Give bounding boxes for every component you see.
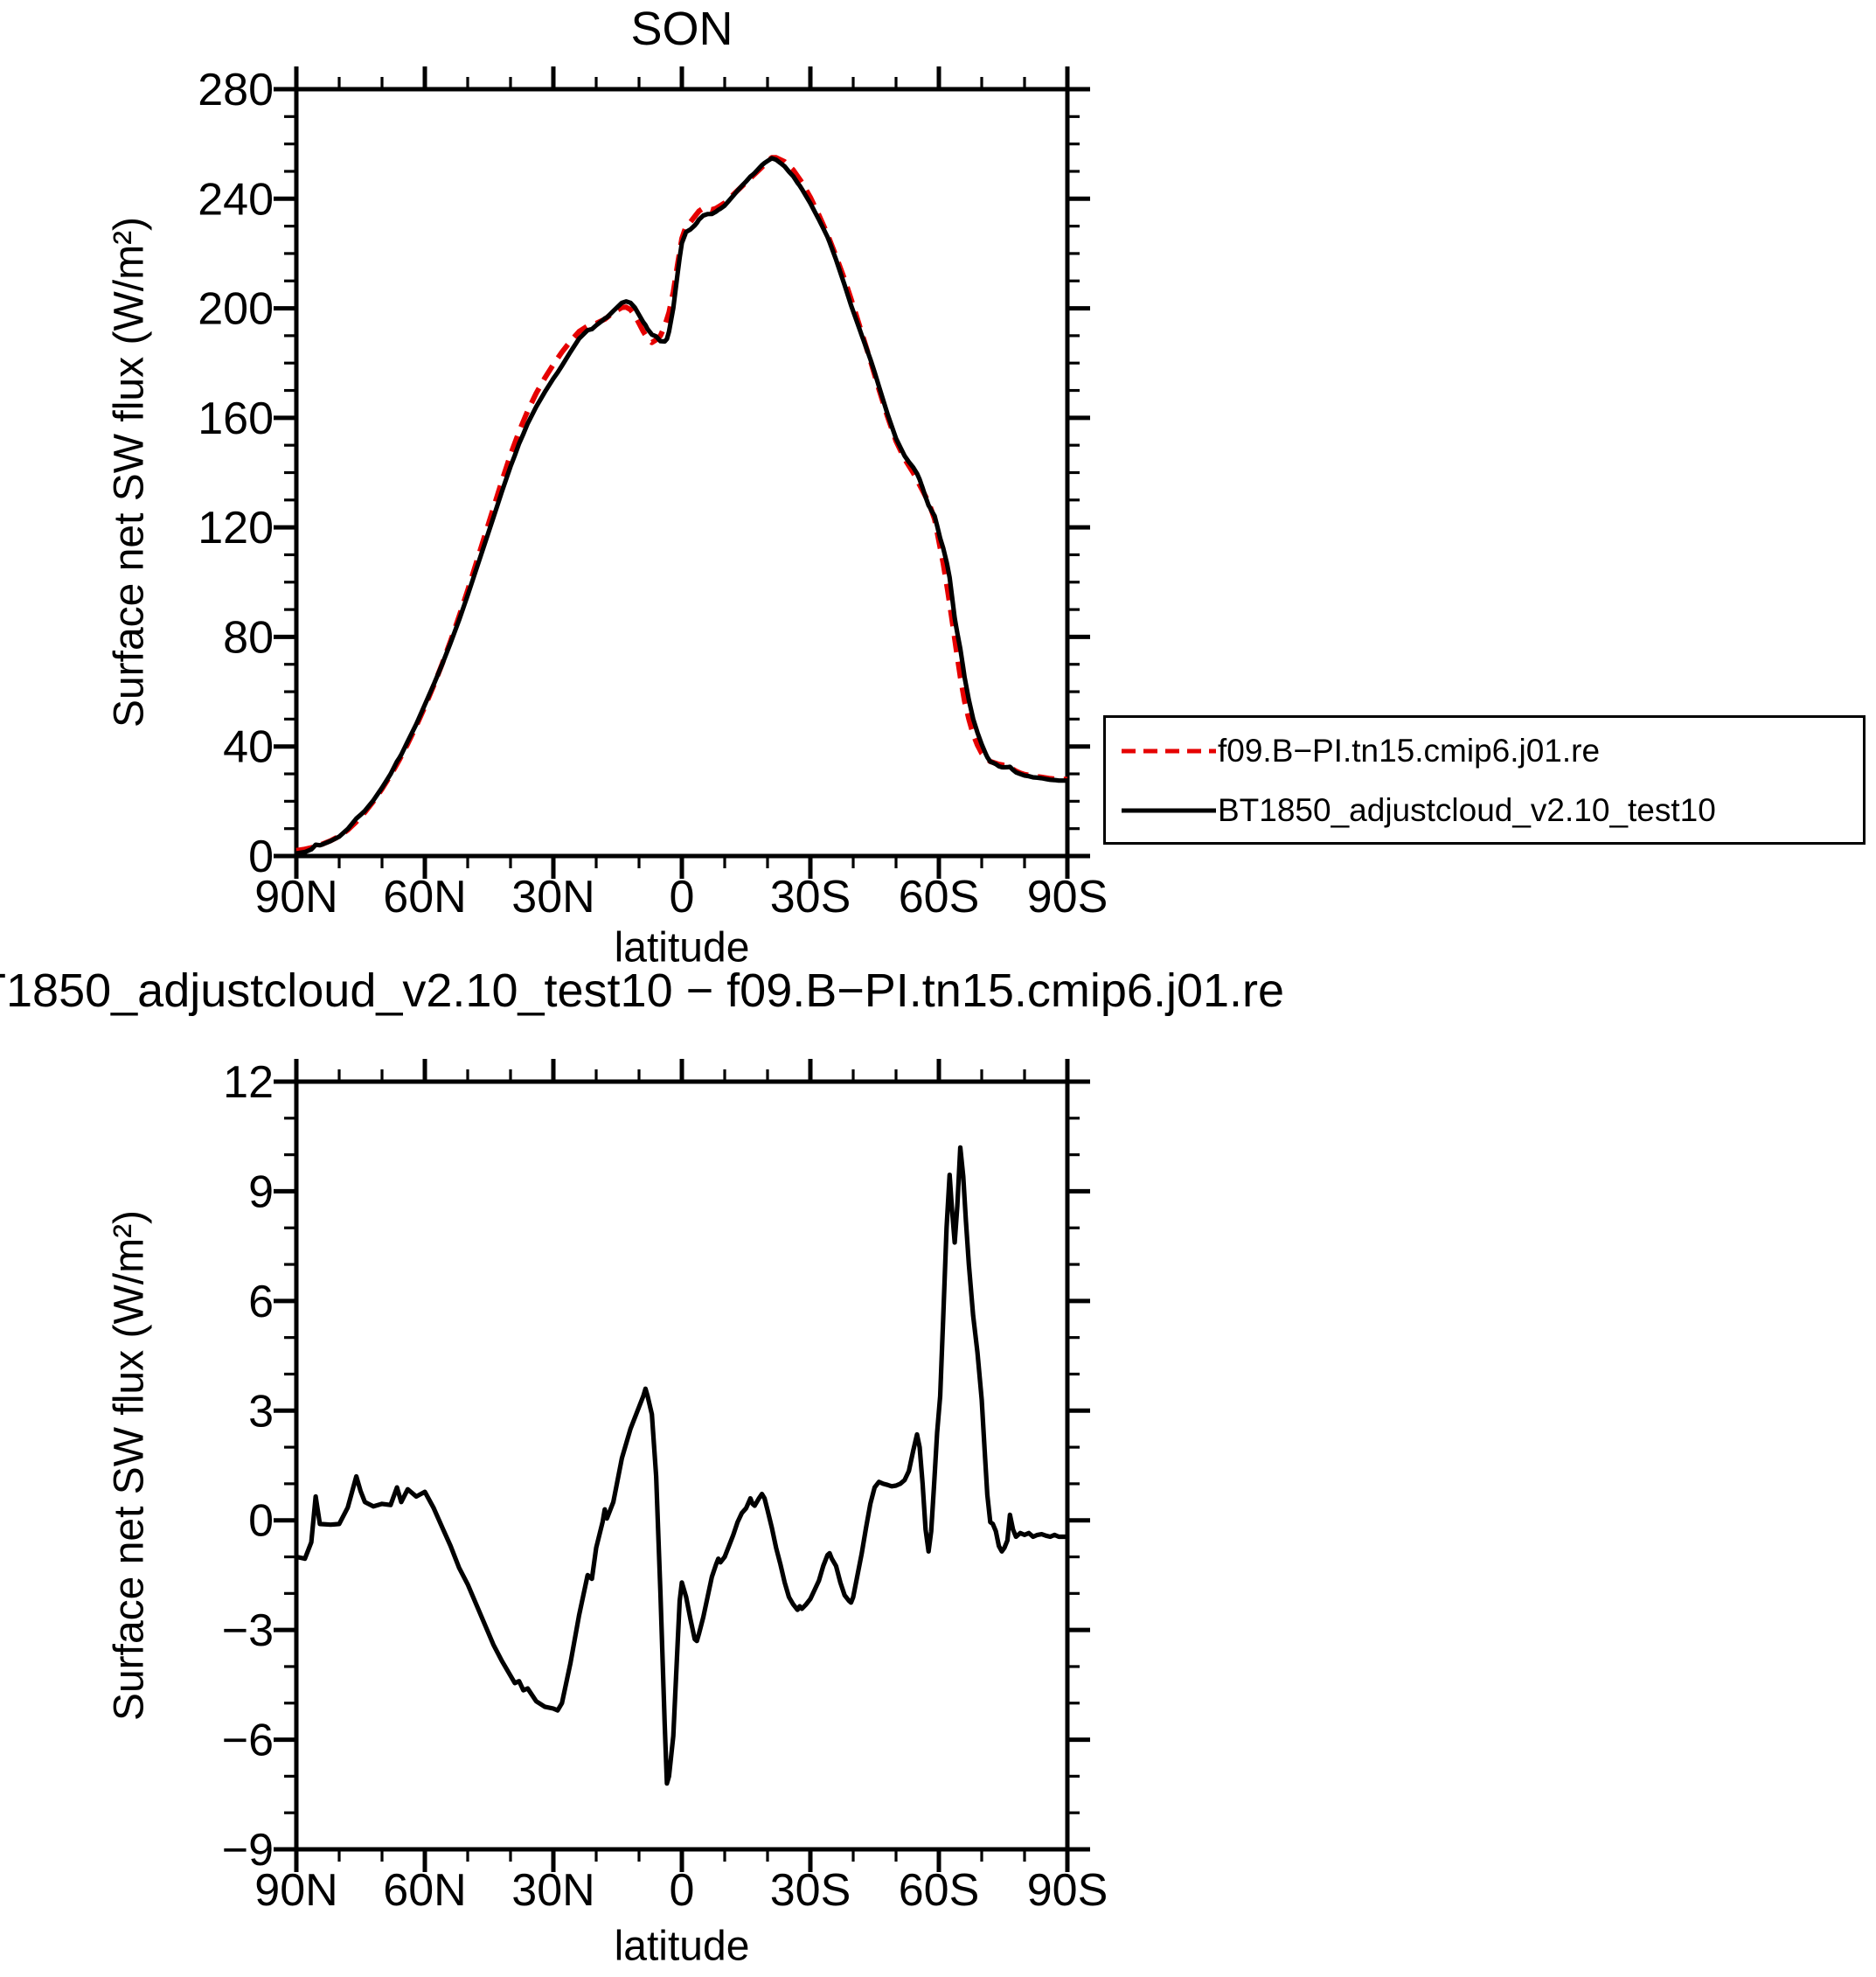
difference-chart-y-axis-title: Surface net SW flux (W/m²) <box>106 1209 153 1722</box>
y-axis-tick-label: 160 <box>198 393 274 444</box>
x-axis-tick-label: 0 <box>670 872 695 922</box>
y-axis-tick-label: 200 <box>198 284 274 335</box>
legend: f09.B−PI.tn15.cmip6.j01.re BT1850_adjust… <box>1103 715 1866 845</box>
x-axis-tick-label: 60N <box>383 1865 466 1916</box>
difference-chart-title: BT1850_adjustcloud_v2.10_test10 − f09.B−… <box>0 964 1285 1017</box>
legend-label-f09: f09.B−PI.tn15.cmip6.j01.re <box>1218 733 1601 769</box>
legend-row: BT1850_adjustcloud_v2.10_test10 <box>1122 791 1716 830</box>
x-axis-tick-label: 90N <box>254 1865 337 1916</box>
legend-row: f09.B−PI.tn15.cmip6.j01.re <box>1122 732 1600 770</box>
y-axis-tick-label: −6 <box>222 1716 274 1766</box>
x-axis-tick-label: 60S <box>899 872 980 922</box>
y-axis-tick-label: 240 <box>198 174 274 225</box>
y-axis-tick-label: −9 <box>222 1825 274 1876</box>
difference-chart-x-axis-title: latitude <box>614 1923 750 1970</box>
x-axis-tick-label: 30N <box>511 1865 594 1916</box>
y-axis-tick-label: 120 <box>198 503 274 553</box>
y-axis-tick-label: 80 <box>223 612 274 663</box>
top-chart-y-axis-title: Surface net SW flux (W/m²) <box>106 216 153 728</box>
y-axis-tick-label: 0 <box>248 832 274 882</box>
y-axis-tick-label: 0 <box>248 1496 274 1547</box>
x-axis-tick-label: 90S <box>1027 1865 1108 1916</box>
y-axis-tick-label: 280 <box>198 65 274 115</box>
y-axis-tick-label: 9 <box>248 1166 274 1217</box>
legend-line-solid-icon <box>1122 808 1216 813</box>
x-axis-tick-label: 30N <box>511 872 594 922</box>
y-axis-tick-label: −3 <box>222 1605 274 1656</box>
y-axis-tick-label: 3 <box>248 1386 274 1437</box>
y-axis-tick-label: 40 <box>223 722 274 773</box>
x-axis-tick-label: 90S <box>1027 872 1108 922</box>
x-axis-tick-label: 90N <box>254 872 337 922</box>
y-axis-tick-label: 6 <box>248 1277 274 1327</box>
x-axis-tick-label: 60S <box>899 1865 980 1916</box>
top-chart-x-axis-title: latitude <box>614 924 750 971</box>
axis-frame <box>294 87 1070 859</box>
legend-line-dashed-icon <box>1122 748 1216 754</box>
x-axis-tick-label: 30S <box>770 872 851 922</box>
series-line-f09 <box>295 155 1067 853</box>
x-axis-tick-label: 0 <box>670 1865 695 1916</box>
series-line-bt1850 <box>295 1145 1067 1786</box>
x-axis-tick-label: 30S <box>770 1865 851 1916</box>
series-line-bt1850 <box>295 156 1067 856</box>
top-chart-title: SON <box>630 3 733 55</box>
x-axis-tick-label: 60N <box>383 872 466 922</box>
y-axis-tick-label: 12 <box>223 1057 274 1108</box>
legend-label-bt1850: BT1850_adjustcloud_v2.10_test10 <box>1218 792 1716 828</box>
